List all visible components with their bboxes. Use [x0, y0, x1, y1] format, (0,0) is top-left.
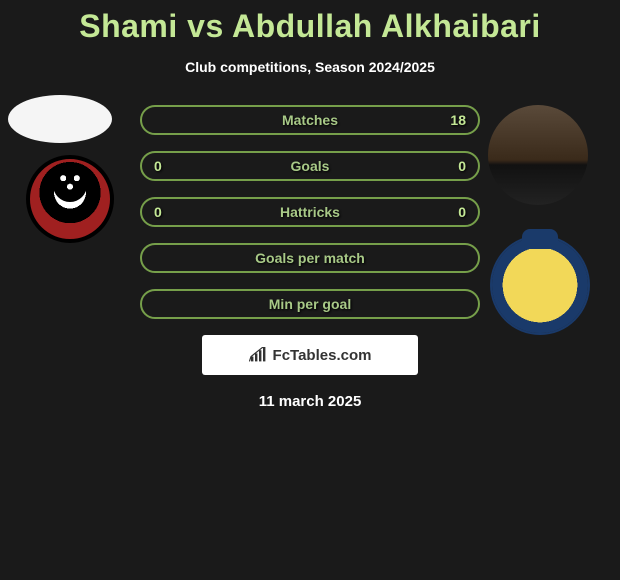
watermark: FcTables.com	[202, 335, 418, 375]
stat-row-min-per-goal: Min per goal	[140, 289, 480, 319]
stat-row-goals: 0 Goals 0	[140, 151, 480, 181]
stat-right-value: 18	[450, 112, 466, 128]
stat-label: Min per goal	[269, 296, 351, 312]
comparison-title: Shami vs Abdullah Alkhaibari	[0, 0, 620, 45]
stat-left-value: 0	[154, 158, 162, 174]
stat-label: Matches	[282, 112, 338, 128]
club-badge-left	[26, 155, 114, 243]
stat-label: Hattricks	[280, 204, 340, 220]
comparison-body: Matches 18 0 Goals 0 0 Hattricks 0 Goals…	[0, 105, 620, 410]
stat-row-matches: Matches 18	[140, 105, 480, 135]
comparison-subtitle: Club competitions, Season 2024/2025	[0, 59, 620, 75]
watermark-text: FcTables.com	[273, 347, 372, 364]
stat-right-value: 0	[458, 204, 466, 220]
stat-left-value: 0	[154, 204, 162, 220]
player-photo-right	[488, 105, 588, 205]
stat-row-hattricks: 0 Hattricks 0	[140, 197, 480, 227]
stat-label: Goals	[291, 158, 330, 174]
bar-chart-icon	[249, 347, 269, 363]
stats-container: Matches 18 0 Goals 0 0 Hattricks 0 Goals…	[140, 105, 480, 319]
stat-right-value: 0	[458, 158, 466, 174]
player-photo-left	[8, 95, 112, 143]
comparison-date: 11 march 2025	[0, 393, 620, 410]
club-badge-right	[492, 237, 588, 333]
stat-row-goals-per-match: Goals per match	[140, 243, 480, 273]
stat-label: Goals per match	[255, 250, 365, 266]
